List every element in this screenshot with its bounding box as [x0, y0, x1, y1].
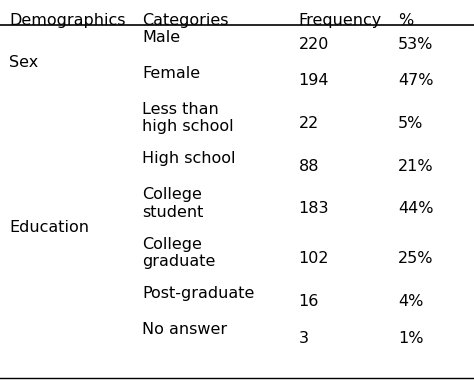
Text: 21%: 21% — [398, 159, 434, 174]
Text: Education: Education — [9, 220, 90, 236]
Text: Post-graduate: Post-graduate — [142, 286, 255, 301]
Text: Categories: Categories — [142, 13, 228, 28]
Text: Male: Male — [142, 30, 180, 44]
Text: No answer: No answer — [142, 322, 228, 337]
Text: 3: 3 — [299, 331, 309, 346]
Text: Less than
high school: Less than high school — [142, 102, 234, 134]
Text: High school: High school — [142, 151, 236, 166]
Text: %: % — [398, 13, 413, 28]
Text: 183: 183 — [299, 201, 329, 217]
Text: 194: 194 — [299, 73, 329, 88]
Text: 102: 102 — [299, 251, 329, 266]
Text: 1%: 1% — [398, 331, 424, 346]
Text: 88: 88 — [299, 159, 319, 174]
Text: 25%: 25% — [398, 251, 434, 266]
Text: College
student: College student — [142, 187, 203, 220]
Text: 4%: 4% — [398, 294, 424, 309]
Text: 16: 16 — [299, 294, 319, 309]
Text: Female: Female — [142, 66, 201, 81]
Text: 5%: 5% — [398, 116, 424, 131]
Text: 44%: 44% — [398, 201, 434, 217]
Text: Demographics: Demographics — [9, 13, 126, 28]
Text: College
graduate: College graduate — [142, 237, 216, 269]
Text: 47%: 47% — [398, 73, 434, 88]
Text: 53%: 53% — [398, 37, 434, 52]
Text: 22: 22 — [299, 116, 319, 131]
Text: 220: 220 — [299, 37, 329, 52]
Text: Frequency: Frequency — [299, 13, 382, 28]
Text: Sex: Sex — [9, 55, 39, 70]
